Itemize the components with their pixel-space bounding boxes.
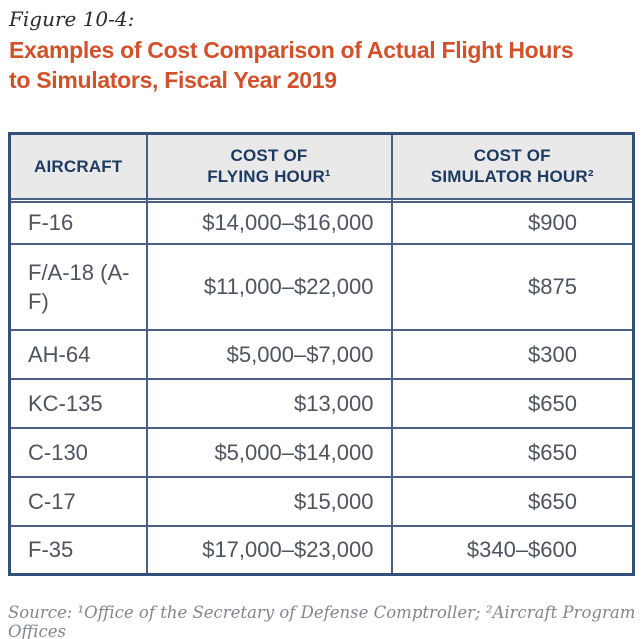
col-header-flying-hour: COST OF FLYING HOUR¹: [145, 132, 393, 200]
header-double-rule-gap: [8, 198, 635, 202]
aircraft-cell: KC-135: [8, 377, 148, 429]
simulator-hour-cell: $875: [390, 242, 635, 331]
col-header-flying-line2: FLYING HOUR¹: [207, 167, 331, 187]
table-row-fa18: F/A-18 (A-F) $11,000–$22,000 $875: [8, 242, 635, 331]
flying-hour-cell: $11,000–$22,000: [145, 242, 393, 331]
spacer-cell: [145, 198, 393, 202]
figure-title: Examples of Cost Comparison of Actual Fl…: [9, 35, 642, 95]
simulator-hour-cell: $650: [390, 426, 635, 478]
flying-hour-cell: $13,000: [145, 377, 393, 429]
spacer-cell: [390, 198, 635, 202]
col-header-aircraft-label: AIRCRAFT: [34, 156, 123, 176]
col-header-flying-line1: COST OF: [230, 146, 308, 166]
figure-title-line-2: to Simulators, Fiscal Year 2019: [9, 67, 337, 93]
simulator-hour-cell: $650: [390, 475, 635, 527]
table-row-kc135: KC-135 $13,000 $650: [8, 377, 635, 429]
flying-hour-cell: $5,000–$14,000: [145, 426, 393, 478]
aircraft-cell: C-17: [8, 475, 148, 527]
table-row-f35: F-35 $17,000–$23,000 $340–$600: [8, 524, 635, 576]
figure-title-line-1: Examples of Cost Comparison of Actual Fl…: [9, 37, 574, 63]
simulator-hour-cell: $900: [390, 200, 635, 245]
cost-comparison-table: AIRCRAFT COST OF FLYING HOUR¹ COST OF SI…: [8, 132, 635, 576]
col-header-simulator-hour: COST OF SIMULATOR HOUR²: [390, 132, 635, 200]
col-header-aircraft: AIRCRAFT: [8, 132, 148, 200]
table-header-row: AIRCRAFT COST OF FLYING HOUR¹ COST OF SI…: [8, 132, 635, 200]
figure-label: Figure 10-4:: [9, 7, 135, 31]
table-row-c17: C-17 $15,000 $650: [8, 475, 635, 527]
spacer-cell: [8, 198, 148, 202]
col-header-simulator-line1: COST OF: [473, 146, 551, 166]
flying-hour-cell: $17,000–$23,000: [145, 524, 393, 576]
aircraft-cell: F-16: [8, 200, 148, 245]
simulator-hour-cell: $300: [390, 328, 635, 380]
table-row-c130: C-130 $5,000–$14,000 $650: [8, 426, 635, 478]
source-note: Source: ¹Office of the Secretary of Defe…: [8, 603, 636, 639]
aircraft-cell: F-35: [8, 524, 148, 576]
flying-hour-cell: $15,000: [145, 475, 393, 527]
flying-hour-cell: $14,000–$16,000: [145, 200, 393, 245]
flying-hour-cell: $5,000–$7,000: [145, 328, 393, 380]
aircraft-cell: F/A-18 (A-F): [8, 242, 148, 331]
col-header-simulator-line2: SIMULATOR HOUR²: [430, 167, 594, 187]
simulator-hour-cell: $650: [390, 377, 635, 429]
simulator-hour-cell: $340–$600: [390, 524, 635, 576]
table-row-f16: F-16 $14,000–$16,000 $900: [8, 200, 635, 245]
aircraft-cell: C-130: [8, 426, 148, 478]
table-row-ah64: AH-64 $5,000–$7,000 $300: [8, 328, 635, 380]
aircraft-cell: AH-64: [8, 328, 148, 380]
